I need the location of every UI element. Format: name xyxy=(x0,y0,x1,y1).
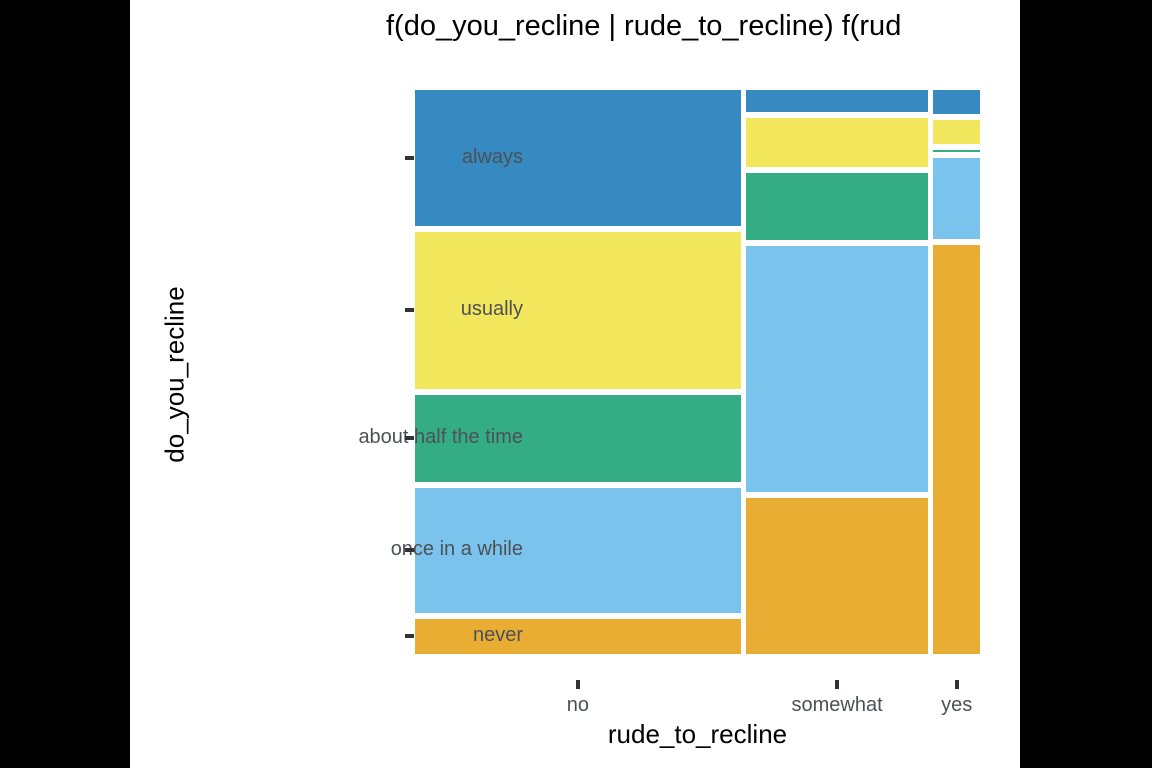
y-tick-mark-once-in-a-while xyxy=(405,548,414,553)
tile-somewhat-never xyxy=(745,498,929,654)
x-tick-label-yes: yes xyxy=(941,694,973,716)
x-tick-mark-somewhat xyxy=(835,680,840,689)
tile-somewhat-usually xyxy=(745,117,929,168)
tile-no-usually xyxy=(415,231,741,390)
x-tick-label-no: no xyxy=(566,694,590,716)
y-tick-mark-about-half-the-time xyxy=(405,436,414,441)
y-tick-mark-usually xyxy=(405,308,414,313)
tile-no-always xyxy=(415,90,741,226)
tile-yes-about-half-the-time xyxy=(933,149,980,152)
tile-no-never xyxy=(415,618,741,654)
tile-yes-always xyxy=(933,90,980,115)
y-tick-mark-never xyxy=(405,634,414,639)
tile-yes-usually xyxy=(933,120,980,144)
x-axis-title: rude_to_recline xyxy=(607,719,788,749)
chart-title: f(do_you_recline | rude_to_recline) f(ru… xyxy=(386,10,902,42)
y-tick-label-always: always xyxy=(461,145,523,168)
y-tick-mark-always xyxy=(405,155,414,160)
y-tick-label-never: never xyxy=(472,624,523,647)
tile-somewhat-always xyxy=(745,90,929,112)
tile-yes-once-in-a-while xyxy=(933,157,980,239)
y-tick-label-usually: usually xyxy=(460,298,523,321)
y-axis-title: do_you_recline xyxy=(159,286,190,463)
tile-no-once-in-a-while xyxy=(415,487,741,613)
tile-somewhat-about-half-the-time xyxy=(745,173,929,240)
y-tick-label-once-in-a-while: once in a while xyxy=(390,538,523,561)
x-tick-label-somewhat: somewhat xyxy=(791,694,883,716)
tile-yes-never xyxy=(933,244,980,654)
mosaic-plot: always usually about half the time once in … xyxy=(130,0,1020,768)
x-tick-mark-yes xyxy=(954,680,959,689)
x-tick-mark-no xyxy=(575,680,580,689)
tile-no-about-half-the-time xyxy=(415,395,741,482)
y-tick-label-about-half-the-time: about half the time xyxy=(358,426,523,449)
tile-somewhat-once-in-a-while xyxy=(745,245,929,493)
plot-canvas: f(do_you_recline | rude_to_recline) f(ru… xyxy=(130,0,1020,768)
